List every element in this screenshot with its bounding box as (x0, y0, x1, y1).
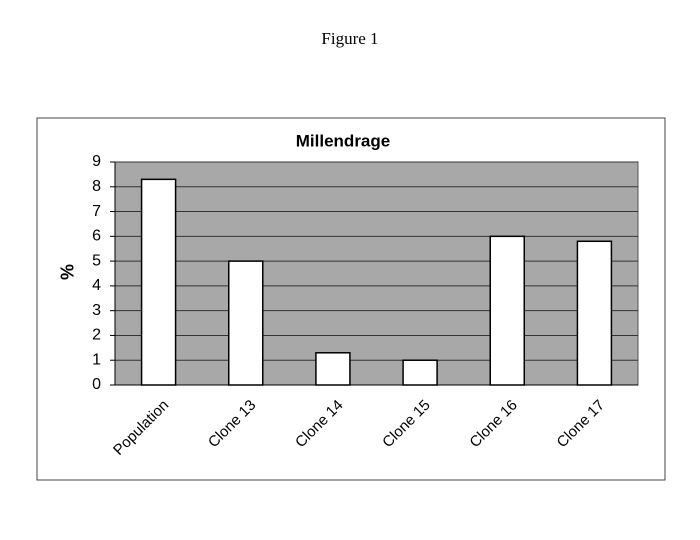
y-tick-label: 7 (92, 203, 101, 220)
bar (576, 240, 613, 386)
bar (140, 178, 177, 386)
y-tick-label: 6 (92, 228, 101, 245)
figure-caption: Figure 1 (321, 29, 378, 48)
y-tick-label: 3 (92, 302, 101, 319)
bar (489, 235, 525, 386)
bar (228, 260, 264, 386)
chart-title: Millendrage (296, 131, 390, 150)
y-tick-label: 8 (92, 178, 101, 195)
y-tick-label: 4 (92, 277, 101, 294)
plot-area (114, 161, 639, 386)
y-tick-label: 5 (92, 252, 101, 269)
y-axis-label: % (56, 264, 76, 280)
bar (402, 359, 438, 386)
bar (315, 352, 351, 386)
y-tick-label: 0 (92, 376, 101, 393)
y-tick-label: 9 (92, 153, 101, 170)
y-tick-label: 1 (92, 351, 101, 368)
y-tick-label: 2 (92, 327, 101, 344)
